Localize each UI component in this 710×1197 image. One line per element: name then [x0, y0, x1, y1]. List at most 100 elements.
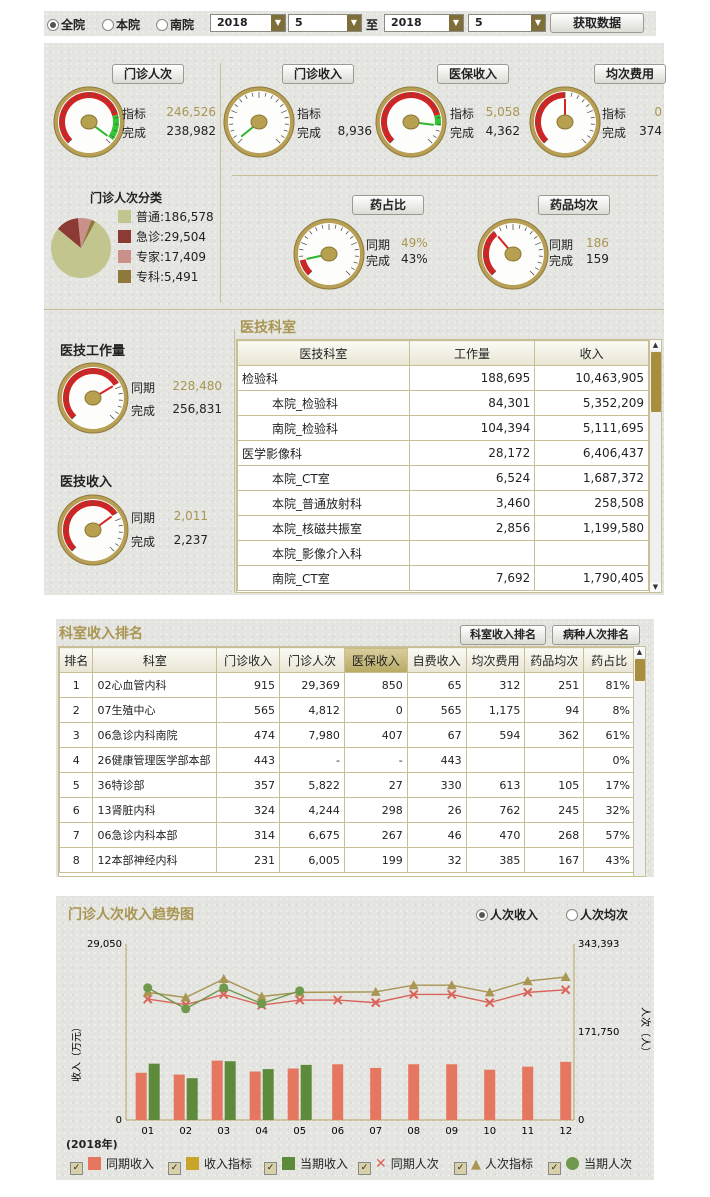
checkbox-icon[interactable]: ✓: [548, 1162, 561, 1175]
table-row[interactable]: 7 06急诊内科本部 314 6,675 267 46 470 268 57%: [59, 822, 635, 848]
marker-prior-visits[interactable]: [522, 987, 533, 998]
marker-visit-target[interactable]: [522, 976, 533, 986]
marker-visit-target[interactable]: [560, 972, 571, 982]
marker-visit-target[interactable]: [256, 991, 267, 1001]
scope-south[interactable]: 南院: [156, 16, 194, 33]
bar-current-income[interactable]: [148, 1063, 160, 1120]
bar-prior-income[interactable]: [408, 1064, 420, 1120]
table-row[interactable]: 4 26健康管理医学部本部 443- -443 0%: [59, 747, 635, 773]
marker-prior-visits[interactable]: [332, 995, 343, 1005]
col-header[interactable]: 门诊收入: [216, 647, 281, 673]
scope-main[interactable]: 本院: [102, 16, 140, 33]
checkbox-icon[interactable]: ✓: [70, 1162, 83, 1175]
marker-visit-target[interactable]: [408, 980, 419, 990]
scroll-thumb[interactable]: [651, 352, 661, 412]
scrollbar[interactable]: ▲: [633, 647, 645, 876]
col-header[interactable]: 门诊人次: [279, 647, 345, 673]
pie-slice[interactable]: [77, 218, 92, 248]
table-row[interactable]: 本院_检验科 84,301 5,352,209: [237, 390, 649, 416]
col-header[interactable]: 药品均次: [524, 647, 585, 673]
table-row[interactable]: 医学影像科 28,172 6,406,437: [237, 440, 649, 466]
table-row[interactable]: 本院_核磁共振室 2,856 1,199,580: [237, 515, 649, 541]
btn-drug-avg[interactable]: 药品均次: [538, 195, 610, 215]
fetch-data-button[interactable]: 获取数据: [550, 13, 644, 33]
col-header[interactable]: 自费收入: [406, 647, 467, 673]
table-row[interactable]: 5 36特诊部 357 5,822 27 330 613 105 17%: [59, 772, 635, 798]
marker-current-visits[interactable]: [295, 986, 305, 996]
marker-prior-visits[interactable]: [484, 997, 495, 1008]
table-row[interactable]: 1 02心血管内科 915 29,369 850 65 312 251 81%: [59, 672, 635, 698]
marker-visit-target[interactable]: [484, 987, 495, 997]
btn-avg-cost[interactable]: 均次费用: [594, 64, 666, 84]
scroll-up-icon[interactable]: ▲: [650, 340, 661, 350]
pie-slice[interactable]: [81, 219, 96, 248]
end-month-select[interactable]: 5 ▼: [468, 14, 546, 32]
start-year-select[interactable]: 2018 ▼: [210, 14, 286, 32]
table-row[interactable]: 南院_检验科 104,394 5,111,695: [237, 415, 649, 441]
col-header[interactable]: 科室: [92, 647, 218, 673]
legend-item[interactable]: ✓ 当期收入: [264, 1155, 348, 1175]
marker-visit-target[interactable]: [180, 992, 191, 1002]
checkbox-icon[interactable]: ✓: [454, 1162, 467, 1175]
scroll-thumb[interactable]: [635, 659, 645, 681]
col-header[interactable]: 医技科室: [237, 340, 410, 366]
legend-item[interactable]: ✓ ▲ 人次指标: [454, 1155, 533, 1175]
marker-prior-visits[interactable]: [294, 995, 305, 1005]
bar-prior-income[interactable]: [560, 1061, 572, 1120]
bar-prior-income[interactable]: [370, 1067, 382, 1120]
marker-visit-target[interactable]: [218, 974, 229, 984]
bar-prior-income[interactable]: [249, 1071, 261, 1120]
marker-current-visits[interactable]: [219, 983, 229, 993]
bar-prior-income[interactable]: [135, 1072, 147, 1120]
col-header[interactable]: 医保收入: [343, 647, 408, 673]
checkbox-icon[interactable]: ✓: [168, 1162, 181, 1175]
scroll-down-icon[interactable]: ▼: [650, 582, 661, 592]
scroll-up-icon[interactable]: ▲: [634, 647, 645, 657]
bar-current-income[interactable]: [262, 1069, 274, 1120]
btn-outpatient-income[interactable]: 门诊收入: [282, 64, 354, 84]
marker-visit-target[interactable]: [370, 986, 381, 996]
radio-visit-income[interactable]: 人次收入: [476, 906, 538, 923]
marker-prior-visits[interactable]: [218, 989, 229, 1000]
checkbox-icon[interactable]: ✓: [358, 1162, 371, 1175]
scrollbar[interactable]: ▲ ▼: [649, 340, 661, 592]
bar-current-income[interactable]: [300, 1064, 312, 1120]
marker-prior-visits[interactable]: [370, 997, 381, 1008]
tab-disease-rank[interactable]: 病种人次排名: [552, 625, 640, 645]
col-header[interactable]: 排名: [59, 647, 94, 673]
marker-current-visits[interactable]: [143, 983, 153, 993]
bar-prior-income[interactable]: [484, 1069, 496, 1120]
start-month-select[interactable]: 5 ▼: [288, 14, 362, 32]
bar-prior-income[interactable]: [522, 1066, 534, 1120]
marker-current-visits[interactable]: [181, 1004, 191, 1014]
bar-prior-income[interactable]: [173, 1074, 185, 1120]
col-header[interactable]: 均次费用: [465, 647, 526, 673]
pie-slice[interactable]: [50, 221, 111, 278]
table-row[interactable]: 本院_普通放射科 3,460 258,508: [237, 490, 649, 516]
marker-current-visits[interactable]: [257, 999, 267, 1009]
btn-outpatient-visits[interactable]: 门诊人次: [112, 64, 184, 84]
bar-prior-income[interactable]: [332, 1064, 344, 1120]
bar-current-income[interactable]: [186, 1078, 198, 1120]
table-row[interactable]: 6 13肾脏内科 324 4,244 298 26 762 245 32%: [59, 797, 635, 823]
pie-slice[interactable]: [57, 218, 81, 248]
btn-insurance-income[interactable]: 医保收入: [437, 64, 509, 84]
marker-prior-visits[interactable]: [408, 989, 419, 1000]
legend-item[interactable]: ✓ 同期收入: [70, 1155, 154, 1175]
table-row[interactable]: 本院_CT室 6,524 1,687,372: [237, 465, 649, 491]
legend-item[interactable]: ✓ 当期人次: [548, 1155, 632, 1175]
tab-dept-income-rank[interactable]: 科室收入排名: [460, 625, 546, 645]
col-header[interactable]: 收入: [534, 340, 649, 366]
end-year-select[interactable]: 2018 ▼: [384, 14, 464, 32]
btn-drug-ratio[interactable]: 药占比: [352, 195, 424, 215]
scope-all[interactable]: 全院: [47, 16, 85, 33]
table-row[interactable]: 本院_影像介入科: [237, 540, 649, 566]
col-header[interactable]: 工作量: [408, 340, 536, 366]
col-header[interactable]: 药占比: [583, 647, 635, 673]
table-row[interactable]: 南院_CT室 7,692 1,790,405: [237, 565, 649, 591]
legend-item[interactable]: ✓ 收入指标: [168, 1155, 252, 1175]
bar-prior-income[interactable]: [287, 1068, 299, 1120]
checkbox-icon[interactable]: ✓: [264, 1162, 277, 1175]
marker-prior-visits[interactable]: [446, 989, 457, 1000]
table-row[interactable]: 8 12本部神经内科 231 6,005 199 32 385 167 43%: [59, 847, 635, 873]
